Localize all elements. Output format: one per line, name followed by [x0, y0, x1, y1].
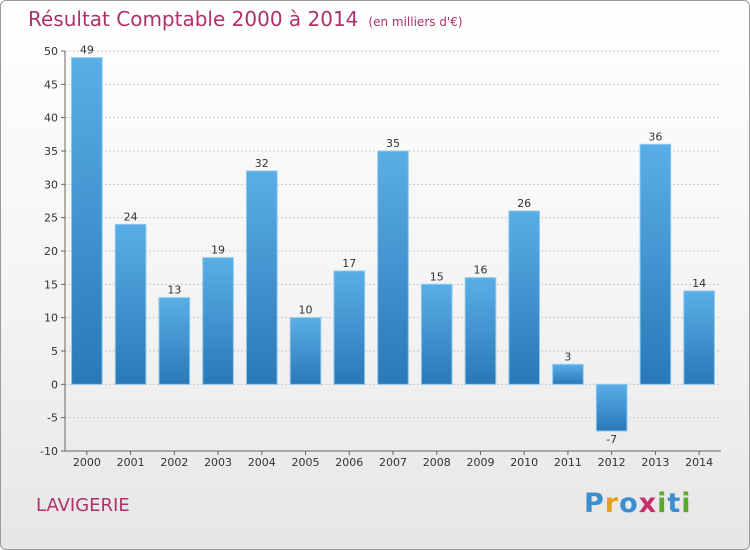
logo-letter: t: [667, 488, 682, 519]
data-label-2009: 16: [473, 264, 487, 277]
bar-2000: [71, 57, 103, 385]
bar-2001: [114, 223, 147, 385]
bar-2002: [158, 297, 191, 385]
x-tick-label: 2010: [510, 456, 538, 469]
bar-2003: [202, 257, 234, 385]
y-tick-label: -10: [40, 445, 58, 458]
x-tick-label: 2002: [160, 456, 188, 469]
bar-2011: [552, 363, 584, 385]
x-tick-label: 2011: [554, 456, 582, 469]
data-label-2007: 35: [386, 137, 400, 150]
bar-2010: [508, 210, 541, 385]
chart-title: Résultat Comptable 2000 à 2014 (en millie…: [28, 7, 463, 31]
axes: [61, 50, 721, 455]
bar-2004: [245, 170, 278, 385]
x-tick-label: 2013: [641, 456, 669, 469]
x-tick-labels: 2000 2001 2002 2003 2004 2005 2006 2007 2008 2009…: [73, 456, 713, 469]
y-tick-label: 45: [44, 78, 58, 91]
y-tick-label: 0: [51, 378, 58, 391]
bar-2013: [639, 143, 672, 385]
commune-name: LAVIGERIE: [36, 495, 130, 516]
y-tick-label: 25: [44, 212, 58, 225]
data-label-2014: 14: [692, 277, 706, 290]
data-label-2006: 17: [342, 257, 356, 270]
x-tick-label: 2012: [598, 456, 626, 469]
x-tick-label: 2001: [117, 456, 145, 469]
data-label-2005: 10: [299, 304, 313, 317]
y-tick-label: 40: [44, 112, 58, 125]
x-tick-label: 2006: [335, 456, 363, 469]
logo-letter: o: [619, 488, 639, 519]
x-tick-label: 2004: [248, 456, 276, 469]
data-label-2008: 15: [430, 270, 444, 283]
y-tick-label: 10: [44, 312, 58, 325]
x-tick-label: 2008: [423, 456, 451, 469]
x-tick-label: 2014: [685, 456, 713, 469]
x-tick-label: 2007: [379, 456, 407, 469]
x-tick-label: 2009: [466, 456, 494, 469]
data-label-2010: 26: [517, 197, 531, 210]
bars: [71, 57, 715, 432]
y-tick-label: 5: [51, 345, 58, 358]
y-tick-label: -5: [47, 412, 58, 425]
logo-letter: i: [681, 488, 692, 519]
logo-letter: r: [604, 488, 620, 519]
data-label-2002: 13: [167, 284, 181, 297]
proxiti-logo[interactable]: Proxiti: [584, 488, 692, 519]
data-label-2013: 36: [648, 130, 662, 143]
data-label-2012: -7: [606, 433, 617, 446]
data-label-2000: 49: [80, 44, 94, 57]
logo-letter: P: [584, 488, 605, 519]
data-label-2003: 19: [211, 244, 225, 257]
data-label-2001: 24: [124, 210, 138, 223]
bar-2006: [333, 270, 366, 385]
y-tick-label: 30: [44, 178, 58, 191]
data-label-2004: 32: [255, 157, 269, 170]
x-tick-label: 2003: [204, 456, 232, 469]
bar-2008: [420, 283, 453, 385]
y-tick-label: 20: [44, 245, 58, 258]
logo-letter: i: [657, 488, 668, 519]
bar-2009: [464, 277, 497, 385]
y-tick-label: 35: [44, 145, 58, 158]
bar-2007: [377, 150, 409, 385]
data-labels: 49 24 13 19 32 10 17 35 15 16 26 3 -7 36 14: [80, 44, 706, 446]
y-tick-label: 15: [44, 278, 58, 291]
bar-2014: [683, 290, 715, 385]
chart-title-main: Résultat Comptable 2000 à 2014: [28, 7, 359, 31]
data-label-2011: 3: [564, 350, 571, 363]
bar-2012: [595, 383, 628, 432]
x-tick-label: 2005: [292, 456, 320, 469]
bar-2005: [289, 317, 322, 385]
x-tick-label: 2000: [73, 456, 101, 469]
y-tick-labels: -10 -5 0 5 10 15 20 25 30 35 40 45 50: [40, 45, 58, 458]
chart-subtitle: (en milliers d'€): [368, 15, 463, 29]
y-tick-label: 50: [44, 45, 58, 58]
logo-letter: x: [638, 488, 658, 519]
